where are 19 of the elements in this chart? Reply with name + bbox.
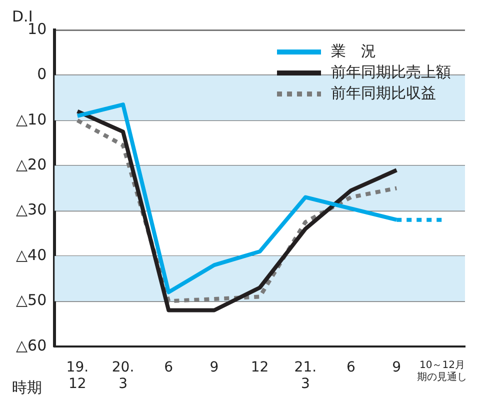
x-tick-label: 9 [392, 359, 402, 376]
legend-label: 業 況 [331, 42, 376, 60]
x-tick-label: 21. 3 [294, 359, 317, 392]
x-tick-label: 10～12月期の見通し [417, 360, 468, 383]
y-tick-label: △30 [16, 200, 47, 219]
x-tick-label: 19. 12 [66, 359, 89, 392]
x-axis-title: 時期 [12, 378, 42, 396]
y-tick-label: △40 [16, 246, 47, 264]
legend-label: 前年同期比収益 [331, 84, 436, 102]
y-tick-label: △20 [16, 155, 47, 174]
y-tick-label: 0 [37, 65, 47, 84]
x-tick-label: 9 [210, 359, 219, 376]
y-tick-label: △10 [16, 110, 47, 128]
y-tick-label: △50 [16, 291, 47, 310]
x-tick-label: 12 [250, 359, 269, 376]
y-tick-label: △60 [16, 336, 47, 354]
x-tick-label: 6 [346, 359, 356, 376]
x-tick-label: 6 [164, 359, 174, 376]
x-tick-label: 20. 3 [112, 359, 134, 392]
